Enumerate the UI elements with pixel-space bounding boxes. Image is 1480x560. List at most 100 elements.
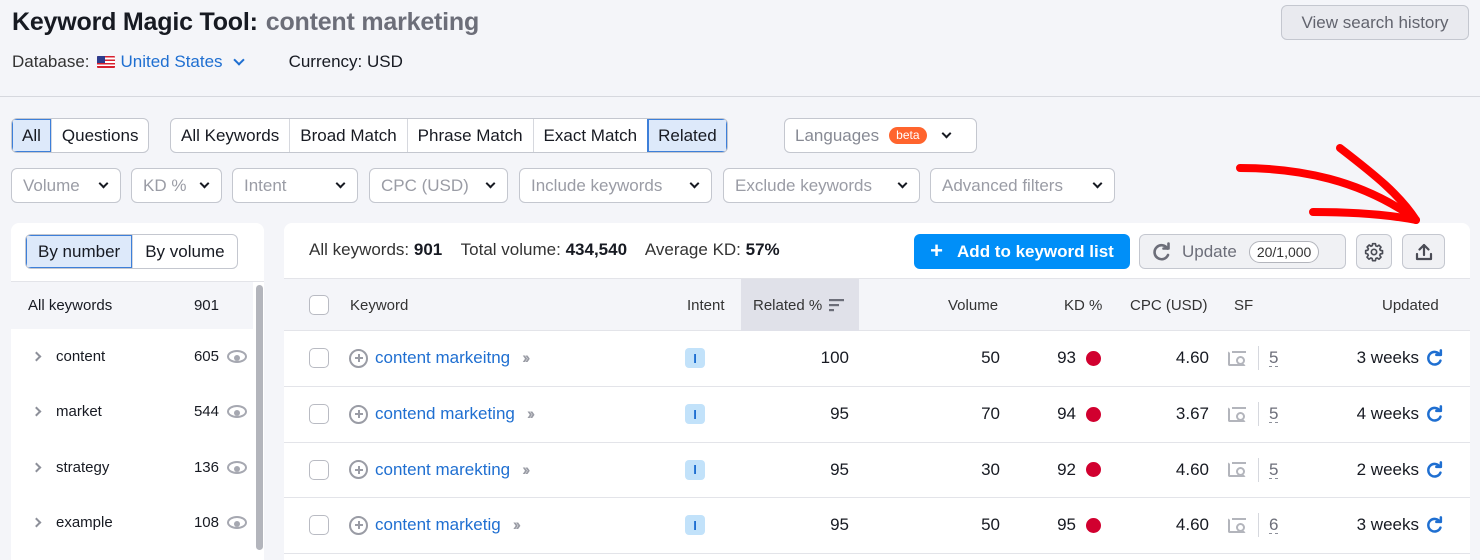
row-checkbox[interactable] <box>309 331 329 385</box>
serp-features-icon[interactable] <box>1228 462 1246 477</box>
group-label: market <box>56 403 102 420</box>
by-number-button[interactable]: By number <box>26 235 133 268</box>
serp-features-icon[interactable] <box>1228 406 1246 422</box>
kd-value: 92 <box>1057 459 1076 479</box>
volume-filter[interactable]: Volume <box>11 168 121 203</box>
column-sf[interactable]: SF <box>1234 296 1254 314</box>
eye-icon[interactable] <box>227 516 247 529</box>
select-all-checkbox[interactable] <box>309 279 329 331</box>
update-button[interactable]: Update 20/1,000 <box>1139 234 1346 269</box>
keyword-link[interactable]: content marekting <box>375 459 511 479</box>
kd-difficulty-dot-icon <box>1086 350 1101 366</box>
intent-badge: I <box>685 515 705 535</box>
group-item[interactable]: content 605 <box>11 329 253 384</box>
refresh-icon[interactable] <box>1426 516 1444 534</box>
group-item[interactable]: market 544 <box>11 384 253 439</box>
group-item[interactable]: strategy 136 <box>11 440 253 495</box>
add-to-keyword-list-button[interactable]: + Add to keyword list <box>914 234 1130 269</box>
cpc-cell: 4.60 <box>1175 515 1209 534</box>
sf-count[interactable]: 5 <box>1269 404 1279 423</box>
groups-scrollbar[interactable] <box>256 285 263 550</box>
export-button[interactable] <box>1402 234 1445 269</box>
sf-count[interactable]: 5 <box>1269 459 1279 479</box>
chevron-down-icon <box>98 178 109 189</box>
cpc-filter[interactable]: CPC (USD) <box>369 168 508 203</box>
tab-exact-match[interactable]: Exact Match <box>532 119 648 152</box>
eye-icon[interactable] <box>227 405 247 418</box>
intent-filter[interactable]: Intent <box>232 168 358 203</box>
eye-icon[interactable] <box>227 461 247 474</box>
group-all-keywords[interactable]: All keywords 901 <box>11 282 253 329</box>
column-updated[interactable]: Updated <box>1382 296 1439 314</box>
row-checkbox[interactable] <box>309 498 329 552</box>
exclude-keywords-filter[interactable]: Exclude keywords <box>723 168 920 203</box>
tab-broad-match[interactable]: Broad Match <box>289 119 406 152</box>
updated-cell: 3 weeks <box>1357 498 1444 552</box>
results-panel: All keywords: 901 Total volume: 434,540 … <box>284 223 1470 560</box>
row-checkbox[interactable] <box>309 443 329 497</box>
include-keywords-filter[interactable]: Include keywords <box>519 168 712 203</box>
add-circle-icon[interactable] <box>349 460 368 479</box>
add-circle-icon[interactable] <box>349 515 368 535</box>
kd-value: 95 <box>1057 515 1076 534</box>
double-chevron-right-icon[interactable]: ›› <box>526 404 536 423</box>
add-circle-icon[interactable] <box>349 348 368 368</box>
view-search-history-button[interactable]: View search history <box>1281 5 1469 40</box>
double-chevron-right-icon[interactable]: ›› <box>522 348 531 367</box>
tab-phrase-match[interactable]: Phrase Match <box>406 119 533 152</box>
sf-count[interactable]: 6 <box>1269 515 1279 534</box>
group-count: 136 <box>193 459 219 476</box>
double-chevron-right-icon[interactable]: ›› <box>512 515 522 534</box>
database-select[interactable]: United States <box>120 52 223 71</box>
page-title: Keyword Magic Tool: content marketing <box>12 8 479 37</box>
refresh-icon[interactable] <box>1426 349 1444 367</box>
cpc-cell: 3.67 <box>1175 404 1209 423</box>
filter-label: CPC (USD) <box>381 175 469 195</box>
serp-features-icon[interactable] <box>1228 350 1246 366</box>
tab-related[interactable]: Related <box>647 119 727 152</box>
total-volume-label: Total volume: <box>460 240 561 259</box>
all-keywords-label: All keywords: <box>309 240 410 259</box>
tab-all[interactable]: All <box>12 119 51 152</box>
serp-features-icon[interactable] <box>1228 517 1246 533</box>
languages-dropdown[interactable]: Languages beta <box>784 118 977 153</box>
keyword-link[interactable]: contend marketing <box>375 404 515 423</box>
refresh-icon[interactable] <box>1426 460 1444 479</box>
settings-button[interactable] <box>1356 234 1392 269</box>
kd-value: 94 <box>1057 404 1076 423</box>
chevron-down-icon <box>199 178 210 189</box>
tab-all-keywords[interactable]: All Keywords <box>181 125 280 145</box>
column-keyword[interactable]: Keyword <box>350 296 409 314</box>
total-volume-value: 434,540 <box>565 240 628 259</box>
by-volume-button[interactable]: By volume <box>132 235 236 268</box>
row-checkbox[interactable] <box>309 387 329 441</box>
advanced-filters[interactable]: Advanced filters <box>930 168 1115 203</box>
add-circle-icon[interactable] <box>349 404 368 424</box>
table-row: contend marketing ›› I 95 70 94 3.67 5 4… <box>284 387 1470 443</box>
chevron-right-icon[interactable] <box>31 462 42 473</box>
double-chevron-right-icon[interactable]: ›› <box>522 459 531 479</box>
keyword-link[interactable]: content marketig <box>375 515 501 534</box>
group-item[interactable]: example 108 <box>11 495 253 550</box>
column-related[interactable]: Related % <box>741 279 859 331</box>
column-cpc[interactable]: CPC (USD) <box>1130 296 1208 314</box>
tab-questions[interactable]: Questions <box>50 119 149 152</box>
database-row: Database: United States Currency: USD <box>12 52 403 72</box>
kd-filter[interactable]: KD % <box>131 168 222 203</box>
chevron-right-icon[interactable] <box>31 351 42 362</box>
updated-value: 3 weeks <box>1356 515 1419 534</box>
refresh-icon <box>1153 241 1170 260</box>
sf-cell: 5 <box>1228 331 1279 385</box>
keyword-link[interactable]: content markeitng <box>375 348 511 367</box>
chevron-right-icon[interactable] <box>31 517 42 528</box>
eye-icon[interactable] <box>227 350 247 363</box>
column-volume[interactable]: Volume <box>948 296 999 314</box>
chevron-right-icon[interactable] <box>31 406 42 417</box>
column-kd[interactable]: KD % <box>1064 296 1103 314</box>
column-intent[interactable]: Intent <box>687 296 725 314</box>
sf-count[interactable]: 5 <box>1269 348 1279 367</box>
chevron-down-icon[interactable] <box>232 54 245 66</box>
refresh-icon[interactable] <box>1426 405 1444 423</box>
match-type-tabs: All Keywords Broad Match Phrase Match Ex… <box>170 118 728 153</box>
chevron-down-icon <box>335 178 346 189</box>
